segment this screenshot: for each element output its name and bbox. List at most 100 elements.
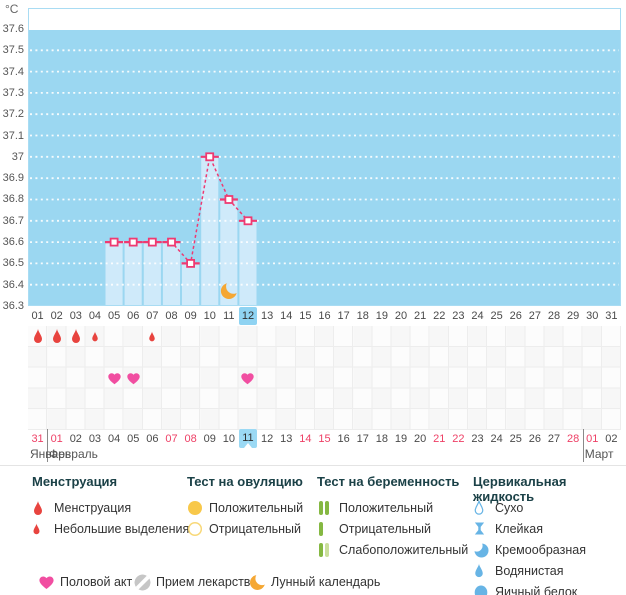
cycle-day-cell[interactable]: 31 xyxy=(605,310,618,322)
cycle-day-cell[interactable]: 20 xyxy=(394,310,408,322)
month-label: Март xyxy=(584,447,614,461)
calendar-date-cell[interactable]: 22 xyxy=(452,433,465,445)
legend-item-label: Клейкая xyxy=(495,521,543,536)
calendar-date-cell[interactable]: 04 xyxy=(107,433,121,445)
intercourse-heart-icon xyxy=(126,372,141,385)
legend-item: Отрицательный xyxy=(187,518,303,539)
y-axis-tick-label: 36.5 xyxy=(2,257,24,270)
y-axis-tick-label: 37 xyxy=(11,150,24,163)
cycle-day-cell[interactable]: 18 xyxy=(356,310,369,322)
cycle-day-cell-current[interactable]: 12 xyxy=(239,307,257,325)
cycle-day-cell[interactable]: 08 xyxy=(165,310,178,322)
legend-section: Менструация Менструация Небольшие выделени… xyxy=(32,474,189,539)
legend-section: Цервикальная жидкость Сухо Клейкая Кремообр… xyxy=(473,474,626,595)
legend-item: Менструация xyxy=(32,497,189,518)
calendar-date-cell[interactable]: 15 xyxy=(318,433,331,445)
cycle-day-cell[interactable]: 10 xyxy=(203,310,216,322)
calendar-date-cell[interactable]: 18 xyxy=(375,433,388,445)
menstruation-drop-icon xyxy=(51,328,63,344)
bar-one-green-icon xyxy=(317,521,339,537)
calendar-date-cell[interactable]: 01 xyxy=(50,433,63,445)
cycle-day-cell[interactable]: 11 xyxy=(223,310,235,322)
calendar-date-cell[interactable]: 05 xyxy=(127,433,140,445)
calendar-date-cell[interactable]: 01 xyxy=(586,433,599,445)
calendar-date-cell[interactable]: 28 xyxy=(567,433,580,445)
calendar-date-cell[interactable]: 13 xyxy=(280,433,293,445)
cycle-day-cell[interactable]: 04 xyxy=(88,310,102,322)
y-axis-tick-label: 37.6 xyxy=(2,23,24,35)
calendar-date-cell[interactable]: 06 xyxy=(146,433,159,445)
legend-item-label: Положительный xyxy=(209,500,304,515)
drop-blue-icon xyxy=(473,563,495,578)
today-marker-notch xyxy=(243,443,252,448)
legend-item: Сухо xyxy=(473,497,626,518)
calendar-date-cell[interactable]: 08 xyxy=(184,433,197,445)
calendar-date-cell[interactable]: 25 xyxy=(509,433,522,445)
legend-item: Кремообразная xyxy=(473,539,626,560)
cycle-day-cell[interactable]: 03 xyxy=(69,310,82,322)
cycle-day-cell[interactable]: 21 xyxy=(414,310,427,322)
ibeam-blue-icon xyxy=(473,521,495,536)
pill-icon xyxy=(134,574,156,591)
calendar-date-cell[interactable]: 07 xyxy=(165,433,178,445)
calendar-date-cell[interactable]: 23 xyxy=(471,433,484,445)
cycle-day-cell[interactable]: 30 xyxy=(586,310,599,322)
cycle-day-cell[interactable]: 28 xyxy=(547,310,561,322)
cycle-day-cell[interactable]: 26 xyxy=(509,310,522,322)
calendar-date-cell[interactable]: 02 xyxy=(69,433,82,445)
cycle-day-cell[interactable]: 16 xyxy=(318,310,331,322)
calendar-date-cell[interactable]: 10 xyxy=(222,433,235,445)
cycle-day-cell[interactable]: 05 xyxy=(107,310,121,322)
month-separator xyxy=(47,429,49,462)
month-label: Февраль xyxy=(49,447,98,461)
cycle-day-cell[interactable]: 09 xyxy=(184,310,197,322)
cycle-day-cell[interactable]: 27 xyxy=(528,310,542,322)
cycle-day-cell[interactable]: 25 xyxy=(490,310,503,322)
cycle-day-cell[interactable]: 01 xyxy=(31,310,44,322)
calendar-date-cell[interactable]: 14 xyxy=(299,433,312,445)
circle-yellow-filled-icon xyxy=(187,500,209,516)
cycle-day-cell[interactable]: 13 xyxy=(260,310,274,322)
cycle-day-cell[interactable]: 17 xyxy=(337,310,350,322)
cycle-day-cell[interactable]: 14 xyxy=(280,310,293,322)
calendar-date-cell[interactable]: 02 xyxy=(605,433,618,445)
cycle-day-cell[interactable]: 23 xyxy=(452,310,465,322)
calendar-date-cell[interactable]: 19 xyxy=(394,433,408,445)
cycle-day-cell[interactable]: 06 xyxy=(127,310,140,322)
calendar-date-cell[interactable]: 03 xyxy=(88,433,102,445)
cycle-day-cell[interactable]: 15 xyxy=(299,310,312,322)
calendar-date-cell[interactable]: 12 xyxy=(260,433,274,445)
calendar-date-cell[interactable]: 24 xyxy=(490,433,503,445)
drop-large-icon xyxy=(32,500,54,516)
calendar-date-cell[interactable]: 09 xyxy=(203,433,216,445)
calendar-date-cell[interactable]: 16 xyxy=(337,433,350,445)
month-label: Январь xyxy=(30,447,72,461)
calendar-date-cell[interactable]: 26 xyxy=(528,433,542,445)
y-axis-tick-label: 37.3 xyxy=(2,86,24,99)
y-axis-tick-label: 37.5 xyxy=(2,44,24,57)
bbt-temperature-chart[interactable] xyxy=(0,0,626,340)
calendar-date-cell[interactable]: 27 xyxy=(547,433,561,445)
menstruation-drop-icon xyxy=(148,331,156,342)
y-axis-tick-label: 36.8 xyxy=(2,193,24,206)
calendar-date-cell[interactable]: 21 xyxy=(433,433,446,445)
cycle-day-cell[interactable]: 24 xyxy=(471,310,484,322)
legend-section-title: Менструация xyxy=(32,474,118,489)
legend-item-label: Половой акт xyxy=(60,575,133,589)
cycle-day-cell[interactable]: 07 xyxy=(146,310,159,322)
cycle-day-cell[interactable]: 19 xyxy=(375,310,388,322)
y-axis-tick-label: 36.7 xyxy=(2,214,24,227)
cycle-day-cell[interactable]: 22 xyxy=(433,310,446,322)
legend-section: Тест на беременность Положительный Отрицат… xyxy=(317,474,468,560)
legend-item-label: Кремообразная xyxy=(495,542,586,557)
cycle-day-cell[interactable]: 02 xyxy=(50,310,63,322)
intercourse-heart-icon xyxy=(107,372,122,385)
calendar-date-cell[interactable]: 31 xyxy=(31,433,44,445)
calendar-date-cell-today[interactable]: 11 xyxy=(239,429,257,448)
cycle-day-cell[interactable]: 29 xyxy=(567,310,580,322)
calendar-date-cell[interactable]: 17 xyxy=(356,433,369,445)
moon-icon xyxy=(249,574,271,591)
legend-item: Положительный xyxy=(317,497,468,518)
calendar-date-cell[interactable]: 20 xyxy=(414,433,427,445)
crescent-blue-icon xyxy=(473,542,495,558)
